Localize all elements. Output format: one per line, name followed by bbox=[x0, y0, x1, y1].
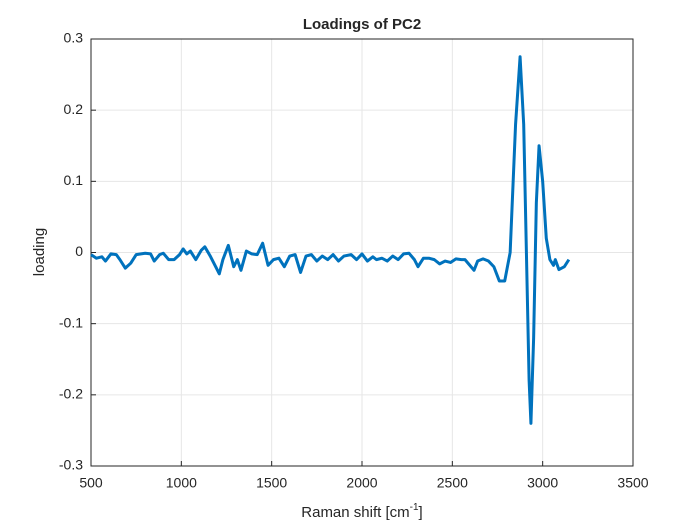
x-tick-label: 1500 bbox=[256, 475, 287, 491]
x-axis-label-text: Raman shift [cm bbox=[301, 504, 409, 521]
y-axis-label: loading bbox=[31, 228, 48, 276]
plot-frame bbox=[90, 38, 634, 467]
y-tick-label: -0.2 bbox=[59, 386, 83, 402]
y-tick-label: 0.3 bbox=[64, 30, 84, 46]
x-axis-label: Raman shift [cm-1] bbox=[301, 502, 422, 521]
y-tick-label: 0 bbox=[75, 243, 83, 259]
y-tick-label: -0.1 bbox=[59, 314, 83, 330]
y-tick-label: -0.3 bbox=[59, 457, 83, 473]
x-tick-label: 2000 bbox=[346, 475, 377, 491]
x-tick-label: 3500 bbox=[617, 475, 648, 491]
x-tick-label: 3000 bbox=[527, 475, 558, 491]
y-tick-label: 0.1 bbox=[64, 172, 84, 188]
x-axis-label-superscript: -1 bbox=[410, 502, 419, 513]
chart-title: Loadings of PC2 bbox=[303, 16, 421, 33]
data-line bbox=[90, 55, 571, 425]
x-axis-label-text: ] bbox=[419, 504, 423, 521]
x-tick-label: 500 bbox=[79, 475, 103, 491]
y-tick-label: 0.2 bbox=[64, 101, 84, 117]
x-tick-label: 1000 bbox=[166, 475, 197, 491]
x-tick-label: 2500 bbox=[437, 475, 468, 491]
